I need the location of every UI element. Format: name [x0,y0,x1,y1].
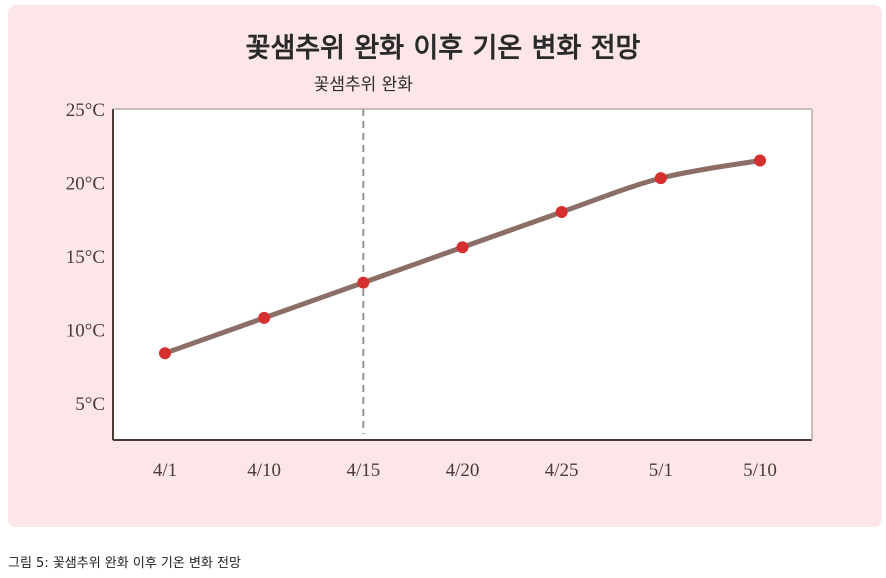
x-tick-label: 4/10 [247,460,281,481]
data-point [159,347,171,360]
data-point [555,205,568,218]
x-tick-label: 5/10 [743,460,777,481]
plot-area [113,109,812,440]
data-point [357,276,370,289]
y-tick-label: 5°C [75,394,105,415]
x-tick-label: 4/1 [153,460,177,481]
x-tick-label: 4/15 [346,460,380,481]
figure-caption: 그림 5: 꽃샘추위 완화 이후 기온 변화 전망 [8,556,241,571]
x-tick-label: 5/1 [649,460,673,481]
data-point [754,154,766,167]
y-tick-labels: 5°C 10°C 15°C 20°C 25°C [66,100,105,415]
data-point [654,172,667,185]
x-tick-label: 4/20 [446,460,480,481]
x-tick-labels: 4/1 4/10 4/15 4/20 4/25 5/1 5/10 [153,460,777,481]
y-tick-label: 15°C [66,247,105,268]
y-tick-label: 25°C [66,100,105,121]
axes-group [112,108,813,441]
y-tick-label: 20°C [66,174,105,195]
annotation-label: 꽃샘추위 완화 [314,75,414,95]
y-tick-label: 10°C [66,321,105,342]
data-point [258,311,271,324]
annotation-group: 꽃샘추위 완화 [314,75,414,434]
data-point [456,241,469,254]
chart-title: 꽃샘추위 완화 이후 기온 변화 전망 [245,33,641,64]
x-tick-label: 4/25 [545,460,579,481]
data-points-group [159,154,766,360]
